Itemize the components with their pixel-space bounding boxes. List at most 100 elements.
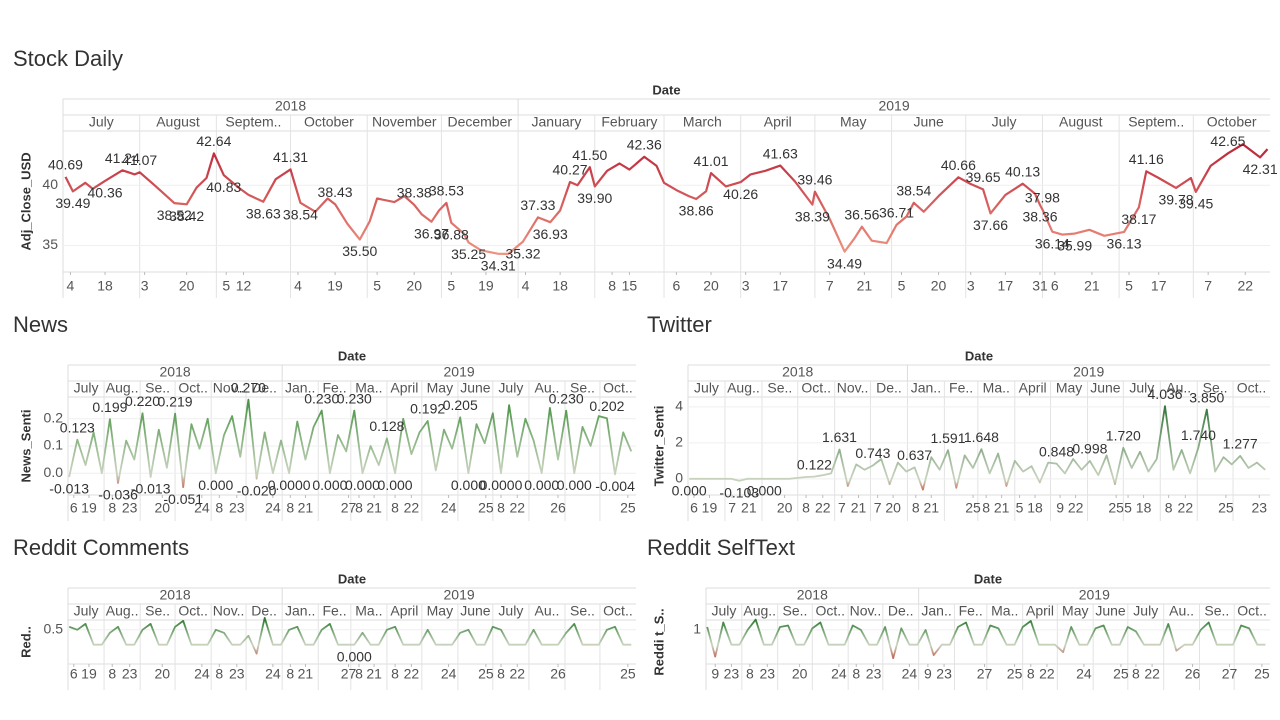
month-label: Nov..	[213, 380, 245, 396]
x-tick-label: 23	[229, 666, 245, 682]
y-tick-label: 0.2	[44, 409, 64, 425]
month-label: April	[764, 114, 792, 130]
x-tick-label: 6	[1051, 278, 1059, 294]
x-tick-label: 8	[391, 666, 399, 682]
x-tick-label: 22	[509, 666, 525, 682]
x-tick-label: 5	[1124, 500, 1132, 516]
data-label: 0.230	[549, 390, 584, 406]
panel-title: Reddit SelfText	[647, 535, 795, 560]
data-label: 38.38	[397, 184, 432, 200]
data-label: 36.13	[1107, 236, 1142, 252]
x-tick-label: 21	[924, 500, 940, 516]
data-label: 0.199	[92, 399, 127, 415]
data-label: 36.97	[414, 225, 449, 241]
x-tick-label: 8	[108, 500, 116, 516]
month-label: De..	[251, 603, 277, 619]
x-tick-label: 8	[355, 666, 363, 682]
month-label: July	[992, 114, 1017, 130]
x-tick-label: 5	[373, 278, 381, 294]
data-label: 40.66	[941, 157, 976, 173]
data-label: 39.90	[577, 190, 612, 206]
data-label: -0.036	[98, 487, 138, 503]
series-line	[689, 405, 1266, 491]
x-tick-label: 17	[1151, 278, 1167, 294]
x-tick-label: 5	[447, 278, 455, 294]
x-tick-label: 20	[703, 278, 719, 294]
data-label: 0.205	[443, 397, 478, 413]
data-label: 0.000	[451, 477, 486, 493]
data-label: -0.103	[719, 484, 759, 500]
x-tick-label: 20	[154, 666, 170, 682]
month-label: Se..	[767, 380, 792, 396]
data-label: 0.192	[410, 401, 445, 417]
x-tick-label: 20	[179, 278, 195, 294]
x-tick-label: 5	[1016, 500, 1024, 516]
x-tick-label: 23	[724, 666, 740, 682]
data-label: 36.93	[533, 226, 568, 242]
data-label: 35.50	[342, 243, 377, 259]
x-tick-label: 23	[759, 666, 775, 682]
x-tick-label: 6	[672, 278, 680, 294]
x-tick-label: 22	[404, 666, 420, 682]
panel-title: News	[13, 312, 68, 337]
data-label: 1.648	[964, 429, 999, 445]
x-tick-label: 8	[286, 500, 294, 516]
x-tick-label: 22	[1068, 500, 1084, 516]
month-label: June	[460, 380, 491, 396]
data-label: 41.16	[1129, 151, 1164, 167]
data-label: 38.86	[679, 203, 714, 219]
x-tick-label: 26	[550, 666, 566, 682]
y-tick-label: 0.0	[44, 464, 64, 480]
x-tick-label: 8	[215, 500, 223, 516]
y-tick-label: 40	[42, 176, 58, 192]
data-label: 3.850	[1189, 389, 1224, 405]
data-label: 38.36	[1022, 209, 1057, 225]
x-tick-label: 8	[1165, 500, 1173, 516]
panel-title: Reddit Comments	[13, 535, 189, 560]
x-tick-label: 8	[497, 500, 505, 516]
data-label: 0.219	[158, 393, 193, 409]
x-axis-label: Date	[974, 571, 1002, 586]
y-tick-label: 4	[675, 398, 683, 414]
x-tick-label: 24	[441, 666, 457, 682]
data-label: 0.0000	[480, 477, 523, 493]
x-tick-label: 25	[478, 500, 494, 516]
data-label: 36.88	[434, 227, 469, 243]
x-tick-label: 9	[924, 666, 932, 682]
x-tick-label: 31	[1032, 278, 1048, 294]
x-tick-label: 22	[1237, 278, 1253, 294]
month-label: May	[427, 603, 453, 619]
year-label: 2018	[782, 364, 813, 380]
x-tick-label: 27	[341, 500, 357, 516]
y-tick-label: 35	[42, 236, 58, 252]
data-label: 34.31	[481, 258, 516, 274]
month-label: Se..	[1203, 380, 1228, 396]
x-axis-label: Date	[338, 571, 366, 586]
data-label: 1.740	[1181, 427, 1216, 443]
x-tick-label: 20	[885, 500, 901, 516]
data-label: 39.78	[1158, 192, 1193, 208]
data-label: 38.39	[795, 208, 830, 224]
x-tick-label: 22	[1039, 666, 1055, 682]
data-label: 42.65	[1210, 133, 1245, 149]
month-label: Jan..	[921, 603, 951, 619]
data-label: 40.26	[723, 186, 758, 202]
month-label: May	[1056, 380, 1082, 396]
x-tick-label: 8	[912, 500, 920, 516]
x-tick-label: 17	[998, 278, 1014, 294]
month-label: Jan..	[911, 380, 941, 396]
month-label: Aug..	[106, 380, 139, 396]
data-label: 38.53	[429, 183, 464, 199]
data-label: 40.13	[1005, 163, 1040, 179]
x-tick-label: 20	[154, 500, 170, 516]
data-label: 0.230	[337, 390, 372, 406]
series-line	[68, 617, 632, 655]
x-tick-label: 18	[1027, 500, 1043, 516]
x-tick-label: 22	[1178, 500, 1194, 516]
y-axis-label: Red..	[18, 626, 33, 658]
data-label: 0.220	[125, 393, 160, 409]
data-label: 0.000	[345, 477, 380, 493]
x-tick-label: 5	[898, 278, 906, 294]
month-label: Fe..	[322, 603, 346, 619]
